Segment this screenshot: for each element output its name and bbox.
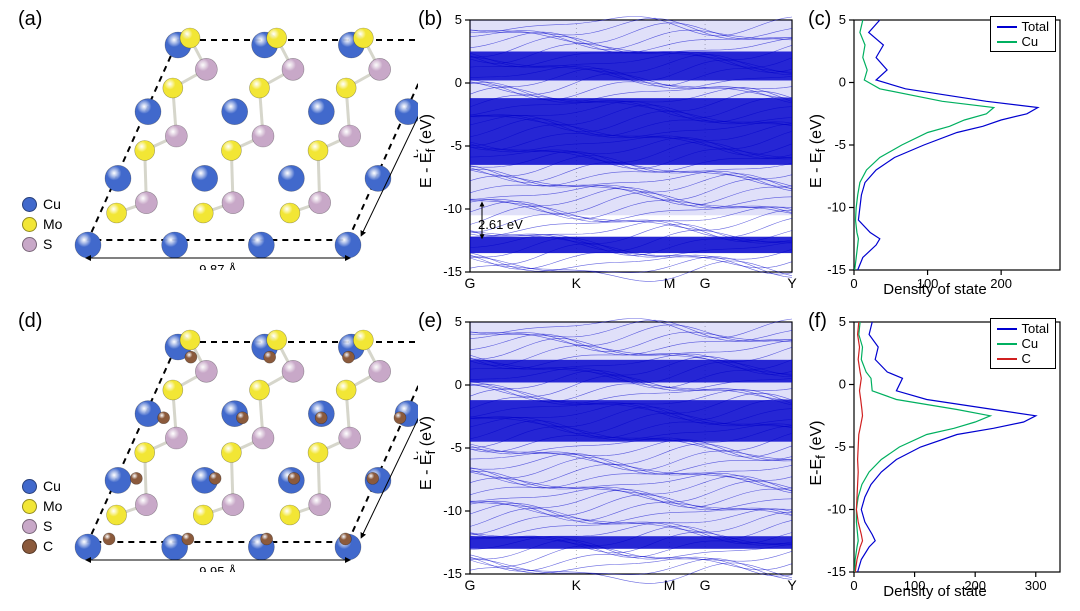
svg-text:-10: -10 — [827, 502, 846, 517]
panel-label-e: (e) — [418, 310, 442, 333]
band-plot-b: -15-10-505GKMGY — [412, 10, 802, 300]
svg-text:G: G — [465, 577, 476, 593]
s-atom-icon — [22, 237, 37, 252]
dos-legend-c: TotalCu — [990, 16, 1056, 52]
svg-text:0: 0 — [839, 75, 846, 90]
legend-label: Cu — [43, 478, 61, 494]
legend-label: Mo — [43, 498, 62, 514]
svg-text:G: G — [700, 275, 711, 291]
svg-text:-5: -5 — [834, 137, 846, 152]
legend-item: Cu — [22, 196, 62, 212]
legend-item: Mo — [22, 216, 62, 232]
panel-b: (b) E - Ef (eV) -15-10-505GKMGY 2.61 eV — [412, 6, 802, 296]
svg-text:-15: -15 — [827, 262, 846, 277]
panel-a: (a) 9.87 Å9.87 Å CuMoS — [12, 6, 412, 296]
legend-a: Cu Mo S — [22, 196, 62, 256]
panel-f: (f) E-Ef (eV) -15-10-5050100200300 Total… — [802, 308, 1068, 598]
svg-text:-15: -15 — [443, 264, 462, 279]
legend-label: Cu — [1022, 34, 1039, 49]
xlabel-c: Density of state — [802, 281, 1068, 298]
svg-text:0: 0 — [455, 377, 462, 392]
legend-line-icon — [997, 343, 1017, 345]
svg-text:-10: -10 — [443, 503, 462, 518]
legend-item: Mo — [22, 498, 62, 514]
svg-text:G: G — [700, 577, 711, 593]
panel-label-a: (a) — [18, 8, 42, 31]
legend-label: Total — [1022, 321, 1049, 336]
legend-label: Total — [1022, 19, 1049, 34]
dos-legend-item: C — [997, 351, 1049, 366]
mo-atom-icon — [22, 217, 37, 232]
svg-text:-10: -10 — [827, 200, 846, 215]
mo-atom-icon — [22, 499, 37, 514]
legend-label: C — [43, 538, 53, 554]
c-atom-icon — [22, 539, 37, 554]
svg-text:K: K — [572, 275, 582, 291]
legend-item: S — [22, 518, 62, 534]
panel-label-d: (d) — [18, 310, 42, 333]
legend-d: Cu Mo SC — [22, 478, 62, 558]
legend-label: Cu — [1022, 336, 1039, 351]
panel-label-f: (f) — [808, 310, 827, 333]
svg-text:-10: -10 — [443, 201, 462, 216]
legend-label: Mo — [43, 216, 62, 232]
svg-text:Y: Y — [787, 577, 797, 593]
legend-item: C — [22, 538, 62, 554]
panel-label-b: (b) — [418, 8, 442, 31]
xlabel-f: Density of state — [802, 583, 1068, 600]
svg-text:Y: Y — [787, 275, 797, 291]
dos-legend-item: Total — [997, 321, 1049, 336]
legend-label: Cu — [43, 196, 61, 212]
legend-line-icon — [997, 358, 1017, 360]
legend-label: S — [43, 518, 52, 534]
legend-label: S — [43, 236, 52, 252]
svg-text:0: 0 — [455, 75, 462, 90]
svg-text:5: 5 — [839, 314, 846, 329]
dos-legend-item: Cu — [997, 336, 1049, 351]
legend-line-icon — [997, 328, 1017, 330]
row-2: (d) 9.95 Å9.95 Å CuMoSC (e) E - Ef (eV) … — [12, 308, 1068, 598]
figure-root: (a) 9.87 Å9.87 Å CuMoS (b) E - Ef (eV) -… — [0, 0, 1080, 611]
gap-label-b: 2.61 eV — [478, 217, 523, 232]
crystal-structure-a: 9.87 Å9.87 Å — [58, 20, 418, 270]
s-atom-icon — [22, 519, 37, 534]
svg-text:-5: -5 — [834, 439, 846, 454]
dos-legend-f: TotalCuC — [990, 318, 1056, 369]
crystal-structure-d: 9.95 Å9.95 Å — [58, 322, 418, 572]
cu-atom-icon — [22, 197, 37, 212]
legend-label: C — [1022, 351, 1031, 366]
svg-text:5: 5 — [455, 314, 462, 329]
legend-item: Cu — [22, 478, 62, 494]
row-1: (a) 9.87 Å9.87 Å CuMoS (b) E - Ef (eV) -… — [12, 6, 1068, 296]
legend-line-icon — [997, 26, 1017, 28]
dos-legend-item: Total — [997, 19, 1049, 34]
svg-text:-15: -15 — [827, 564, 846, 579]
band-plot-e: -15-10-505GKMGY — [412, 312, 802, 602]
cu-atom-icon — [22, 479, 37, 494]
legend-line-icon — [997, 41, 1017, 43]
panel-label-c: (c) — [808, 8, 831, 31]
svg-text:5: 5 — [839, 12, 846, 27]
svg-text:-15: -15 — [443, 566, 462, 581]
svg-text:9.95 Å: 9.95 Å — [199, 564, 237, 572]
svg-text:9.87 Å: 9.87 Å — [199, 262, 237, 270]
panel-c: (c) E - Ef (eV) -15-10-5050100200 TotalC… — [802, 6, 1068, 296]
panel-e: (e) E - Ef (eV) -15-10-505GKMGY — [412, 308, 802, 598]
svg-text:0: 0 — [839, 377, 846, 392]
svg-text:5: 5 — [455, 12, 462, 27]
panel-d: (d) 9.95 Å9.95 Å CuMoSC — [12, 308, 412, 598]
dos-plot-c: -15-10-5050100200 — [802, 10, 1068, 300]
dos-legend-item: Cu — [997, 34, 1049, 49]
svg-text:-5: -5 — [450, 440, 462, 455]
legend-item: S — [22, 236, 62, 252]
svg-text:-5: -5 — [450, 138, 462, 153]
svg-text:G: G — [465, 275, 476, 291]
svg-text:K: K — [572, 577, 582, 593]
